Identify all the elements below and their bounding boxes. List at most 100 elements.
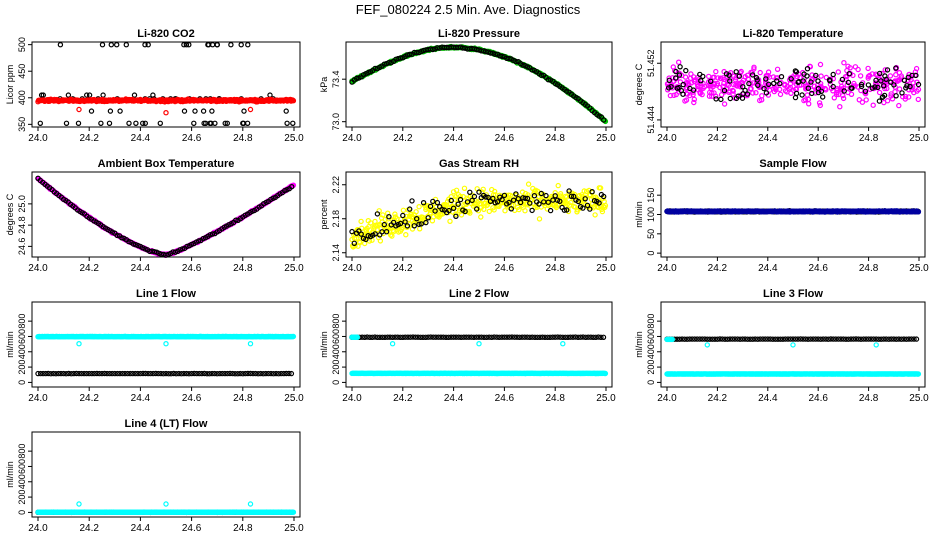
data-point — [825, 336, 832, 342]
data-point — [165, 371, 172, 377]
data-point — [122, 370, 128, 377]
y-tick-label: 200 — [17, 360, 27, 375]
data-point — [888, 93, 894, 99]
data-point — [595, 334, 602, 340]
data-point — [199, 370, 205, 377]
data-point — [392, 211, 398, 217]
data-point — [414, 215, 420, 222]
x-tick-label: 25.0 — [284, 263, 304, 274]
data-point — [840, 95, 847, 102]
y-tick-label: 51.444 — [646, 106, 656, 134]
data-point — [841, 60, 847, 66]
data-point — [744, 91, 751, 97]
data-point — [483, 194, 489, 200]
data-point — [155, 370, 161, 377]
data-point — [349, 228, 355, 235]
data-point — [124, 370, 131, 377]
x-tick-label: 24.8 — [859, 133, 879, 144]
data-point — [804, 65, 811, 72]
data-point — [790, 336, 796, 342]
x-tick-label: 24.0 — [28, 133, 48, 144]
data-point — [209, 370, 215, 377]
data-point — [910, 84, 916, 90]
data-point — [369, 334, 375, 340]
data-point — [201, 370, 208, 377]
data-point — [392, 334, 398, 340]
data-point — [201, 120, 207, 127]
data-point — [265, 370, 272, 377]
data-point — [469, 197, 475, 204]
data-point — [557, 334, 564, 340]
data-point — [707, 336, 713, 342]
data-point — [357, 239, 363, 246]
data-point — [506, 199, 512, 206]
data-point — [260, 371, 266, 377]
data-point — [268, 370, 274, 377]
data-point — [813, 336, 819, 342]
data-point — [142, 120, 148, 127]
data-point — [807, 336, 814, 342]
data-point — [458, 334, 464, 340]
data-point — [909, 72, 915, 79]
data-point — [386, 59, 392, 66]
y-axis-label: ml/min — [319, 331, 329, 358]
data-point — [86, 370, 92, 377]
data-point — [709, 336, 716, 342]
data-point — [730, 91, 736, 97]
x-tick-label: 24.8 — [233, 263, 253, 274]
data-point — [63, 120, 70, 127]
data-point — [83, 370, 90, 377]
data-point — [382, 334, 388, 340]
data-point — [486, 208, 492, 215]
data-point — [906, 71, 912, 78]
data-point — [777, 80, 783, 87]
data-point — [687, 336, 693, 342]
data-point — [891, 82, 897, 88]
data-point — [374, 334, 381, 340]
data-point — [516, 206, 522, 213]
data-point — [362, 334, 368, 340]
x-tick-label: 24.0 — [342, 393, 362, 404]
data-point — [405, 334, 411, 340]
data-point — [129, 370, 136, 377]
panel-title: Line 2 Flow — [449, 288, 509, 300]
data-point — [869, 71, 876, 77]
data-point — [547, 207, 554, 214]
data-point — [799, 92, 805, 98]
data-point — [739, 336, 746, 342]
data-point — [691, 96, 698, 103]
data-point — [884, 85, 890, 92]
data-point — [712, 336, 718, 342]
x-tick-label: 24.0 — [342, 263, 362, 274]
x-tick-label: 24.8 — [233, 393, 253, 404]
data-point — [508, 206, 514, 212]
data-point — [240, 371, 246, 377]
data-point — [666, 75, 672, 81]
data-point — [895, 77, 901, 84]
data-point — [792, 94, 799, 101]
data-point — [901, 77, 908, 84]
data-point — [845, 79, 852, 86]
x-tick-label: 25.0 — [284, 133, 304, 144]
data-point — [715, 75, 721, 81]
data-point — [666, 77, 673, 84]
data-point — [915, 209, 922, 215]
data-point — [888, 79, 894, 85]
data-point — [734, 336, 741, 342]
panel-title: Line 1 Flow — [136, 288, 196, 300]
data-point — [511, 334, 518, 340]
x-tick-label: 24.0 — [28, 393, 48, 404]
data-point — [481, 334, 487, 340]
data-point — [813, 72, 819, 79]
data-point — [123, 42, 130, 48]
data-point — [883, 336, 889, 342]
data-point — [587, 206, 593, 212]
data-point — [415, 334, 421, 340]
data-point — [430, 334, 436, 340]
data-point — [834, 87, 841, 93]
data-point — [65, 370, 72, 377]
data-point — [286, 370, 292, 377]
data-point — [229, 370, 236, 377]
